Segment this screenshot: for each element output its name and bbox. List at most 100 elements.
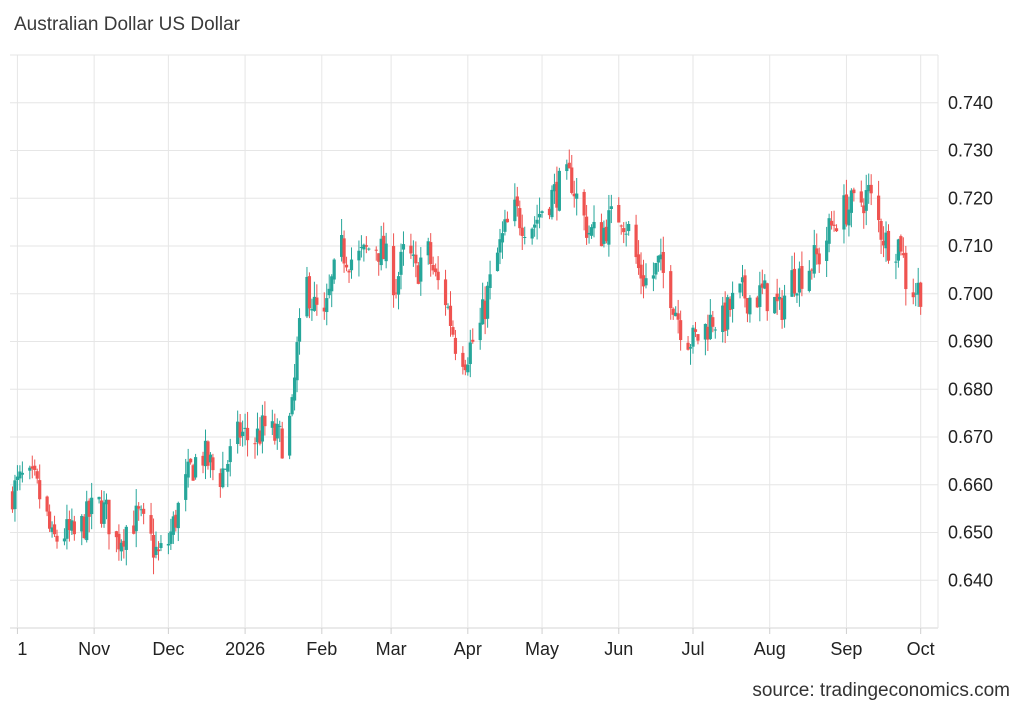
candle-up xyxy=(359,247,364,249)
candle-down xyxy=(99,500,104,524)
candle-down xyxy=(869,184,873,194)
candle-up xyxy=(332,259,336,280)
candle-up xyxy=(97,496,101,500)
candle-down xyxy=(686,342,690,350)
candle-down xyxy=(448,305,453,326)
candle-down xyxy=(156,549,161,552)
candle-up xyxy=(260,415,265,442)
candle-up xyxy=(399,251,403,275)
candle-up xyxy=(468,342,472,365)
candle-up xyxy=(842,195,846,230)
candle-up xyxy=(812,245,816,274)
candle-down xyxy=(881,240,886,246)
x-tick-label: Aug xyxy=(754,639,786,659)
candle-up xyxy=(176,502,180,529)
y-tick-label: 0.720 xyxy=(948,188,993,208)
y-tick-label: 0.740 xyxy=(948,93,993,113)
candle-up xyxy=(478,322,482,341)
candle-down xyxy=(792,268,797,294)
candle-up xyxy=(726,297,730,330)
candle-down xyxy=(414,254,418,264)
candle-down xyxy=(555,181,559,208)
candle-down xyxy=(636,254,641,269)
candle-up xyxy=(602,227,606,244)
candle-down xyxy=(307,276,312,309)
candle-down xyxy=(218,473,222,487)
candle-up xyxy=(446,306,450,308)
candle-down xyxy=(693,329,698,332)
candle-up xyxy=(90,497,94,515)
candlesticks xyxy=(10,149,923,575)
candle-up xyxy=(847,209,851,226)
candle-up xyxy=(827,218,831,244)
candle-down xyxy=(443,279,448,306)
candle-up xyxy=(565,164,569,172)
candle-up xyxy=(297,318,302,342)
candle-down xyxy=(760,283,764,288)
candle-down xyxy=(52,524,57,535)
candle-up xyxy=(763,280,767,289)
candle-down xyxy=(436,271,440,281)
candle-up xyxy=(651,275,656,279)
candle-down xyxy=(834,228,839,232)
candle-up xyxy=(278,425,282,427)
y-axis-ticks: 0.740 0.730 0.720 0.710 0.700 0.690 0.680 0.670… xyxy=(948,93,993,591)
x-axis-ticks: 1 Nov Dec 2026 Feb Mar Apr May Jun Jul Aug Sep Oct xyxy=(17,639,934,659)
candle-down xyxy=(911,292,915,298)
candle-up xyxy=(194,457,198,478)
candle-up xyxy=(807,270,811,291)
candle-up xyxy=(18,471,22,479)
candle-up xyxy=(914,293,918,295)
candle-down xyxy=(263,415,267,427)
candle-up xyxy=(894,261,898,263)
candle-down xyxy=(584,216,589,238)
candle-down xyxy=(33,465,37,470)
candle-up xyxy=(550,189,554,218)
candle-up xyxy=(102,502,106,524)
candle-down xyxy=(679,320,683,341)
y-tick-label: 0.650 xyxy=(948,523,993,543)
candle-up xyxy=(552,184,557,192)
candle-up xyxy=(288,415,292,456)
candle-up xyxy=(748,297,752,315)
candle-down xyxy=(829,220,834,226)
candle-up xyxy=(627,224,631,232)
candle-down xyxy=(859,191,863,203)
candle-up xyxy=(481,299,485,325)
candle-up xyxy=(327,288,331,296)
candle-down xyxy=(619,225,623,227)
candle-down xyxy=(745,298,750,314)
candle-up xyxy=(691,327,695,347)
candle-down xyxy=(775,293,779,302)
candle-up xyxy=(367,248,371,250)
candle-up xyxy=(758,285,762,307)
candle-up xyxy=(305,276,309,317)
candle-down xyxy=(780,297,784,320)
candle-up xyxy=(62,538,67,542)
candle-down xyxy=(132,525,136,534)
candle-down xyxy=(743,275,747,299)
candle-up xyxy=(488,274,492,289)
candle-down xyxy=(394,292,398,294)
candle-up xyxy=(186,461,190,478)
candle-up xyxy=(154,546,158,555)
x-tick-label: 1 xyxy=(17,639,27,659)
candle-up xyxy=(310,309,314,311)
candle-up xyxy=(28,467,32,471)
candle-down xyxy=(899,236,903,252)
candle-down xyxy=(273,423,277,441)
candle-up xyxy=(659,254,663,260)
candle-up xyxy=(533,224,537,228)
candle-down xyxy=(35,471,39,479)
candle-down xyxy=(10,491,15,510)
candle-down xyxy=(30,466,34,469)
candle-up xyxy=(498,239,502,253)
candle-down xyxy=(374,249,378,251)
candle-up xyxy=(15,476,20,481)
y-tick-label: 0.730 xyxy=(948,141,993,161)
y-tick-label: 0.700 xyxy=(948,284,993,304)
candle-up xyxy=(312,296,316,311)
candle-up xyxy=(523,236,527,238)
candle-down xyxy=(604,226,608,242)
candle-up xyxy=(384,243,388,262)
